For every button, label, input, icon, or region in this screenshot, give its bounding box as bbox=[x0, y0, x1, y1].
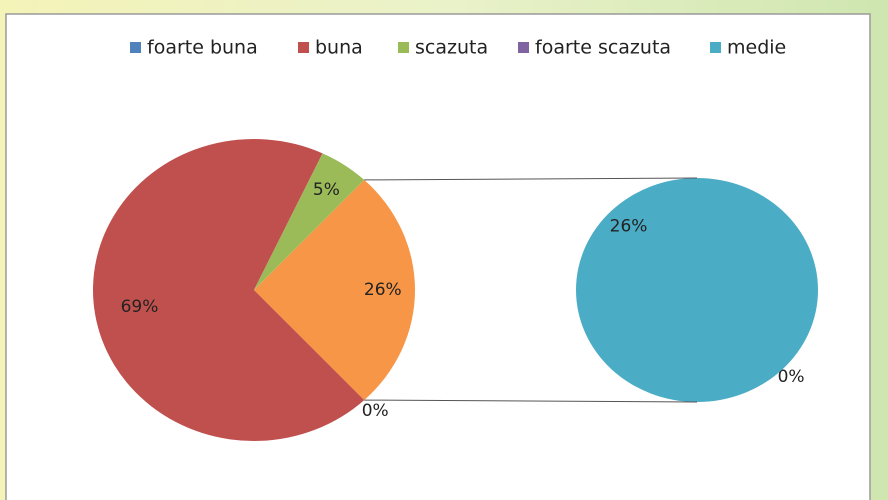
plot: 26% 0% 69% 5% 0% 26% bbox=[92, 138, 818, 442]
pie-slice bbox=[254, 179, 415, 401]
legend: foarte buna buna scazuta foarte scazuta medi… bbox=[130, 37, 786, 59]
legend-swatch bbox=[710, 42, 721, 53]
connector-line bbox=[364, 399, 698, 403]
legend-swatch bbox=[398, 42, 409, 53]
legend-swatch bbox=[518, 42, 529, 53]
legend-label: foarte buna bbox=[147, 37, 258, 59]
data-label: 0% bbox=[362, 401, 389, 421]
legend-label: scazuta bbox=[415, 37, 488, 59]
legend-swatch bbox=[298, 42, 309, 53]
pie-slice bbox=[576, 178, 818, 402]
legend-label: foarte scazuta bbox=[535, 37, 671, 59]
legend-label: medie bbox=[727, 37, 786, 59]
connector-line bbox=[364, 177, 698, 181]
pie-slice bbox=[92, 138, 365, 442]
data-label: 69% bbox=[121, 297, 159, 317]
data-label: 0% bbox=[778, 367, 805, 387]
pie-slice bbox=[254, 153, 365, 290]
legend-swatch bbox=[130, 42, 141, 53]
legend-label: buna bbox=[315, 37, 363, 59]
data-label: 26% bbox=[610, 217, 648, 237]
data-label: 5% bbox=[313, 180, 340, 200]
data-label: 26% bbox=[364, 280, 402, 300]
